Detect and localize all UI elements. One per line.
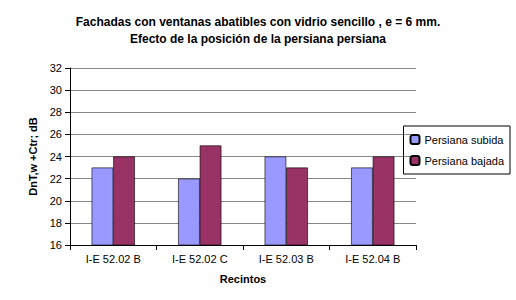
svg-text:22: 22 xyxy=(50,173,62,185)
svg-text:Recintos: Recintos xyxy=(220,273,266,285)
svg-text:16: 16 xyxy=(50,239,62,251)
svg-text:Persiana bajada: Persiana bajada xyxy=(424,155,504,167)
svg-text:Persiana subida: Persiana subida xyxy=(424,134,504,146)
svg-text:28: 28 xyxy=(50,106,62,118)
svg-text:20: 20 xyxy=(50,195,62,207)
svg-text:18: 18 xyxy=(50,217,62,229)
svg-text:24: 24 xyxy=(50,151,62,163)
svg-text:I-E 52.04 B: I-E 52.04 B xyxy=(345,253,400,265)
svg-text:DnT,w +Ctr; dB: DnT,w +Ctr; dB xyxy=(27,117,39,196)
svg-text:32: 32 xyxy=(50,62,62,74)
svg-text:Fachadas con ventanas abatible: Fachadas con ventanas abatibles con vidr… xyxy=(76,15,440,29)
svg-text:30: 30 xyxy=(50,84,62,96)
svg-text:Efecto de la posición de la pe: Efecto de la posición de la persiana per… xyxy=(130,32,386,46)
svg-text:I-E 52.03 B: I-E 52.03 B xyxy=(259,253,314,265)
svg-text:I-E 52.02 B: I-E 52.02 B xyxy=(86,253,141,265)
svg-text:26: 26 xyxy=(50,128,62,140)
svg-text:I-E 52.02 C: I-E 52.02 C xyxy=(172,253,228,265)
